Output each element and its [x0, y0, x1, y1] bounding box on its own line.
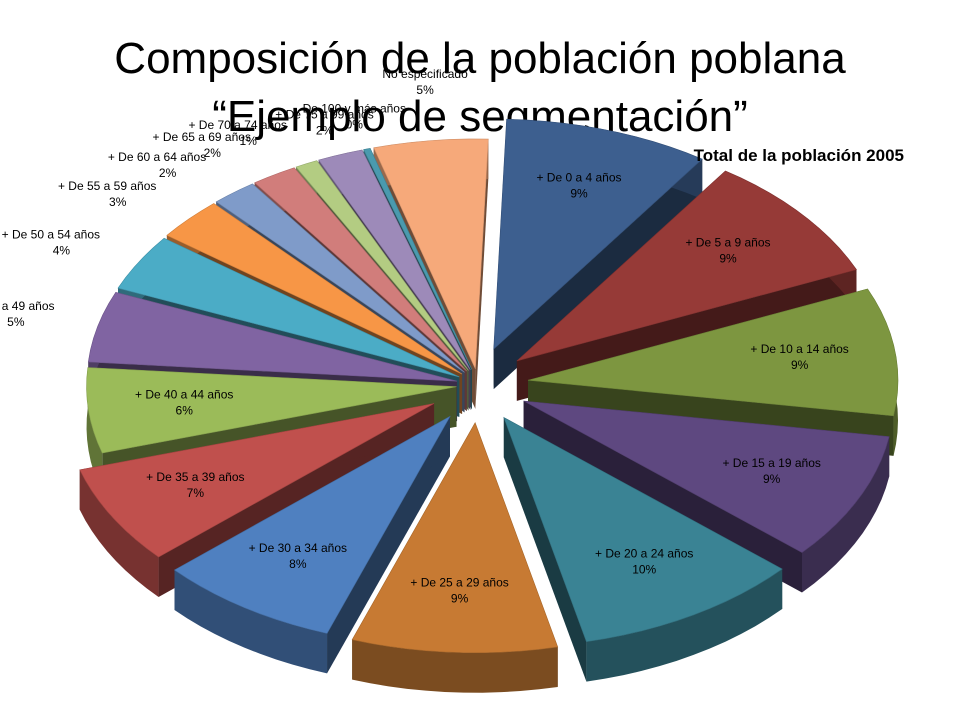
pie-slice-label: + De 65 a 69 años 2%	[153, 130, 251, 160]
pie-slice-label: + De 60 a 64 años 2%	[108, 150, 206, 180]
pie-slice-rim	[86, 367, 103, 493]
pie-slice-percent: 9%	[570, 186, 588, 200]
pie-slice-top	[527, 288, 899, 417]
pie-slice-label: + De 45 a 49 años 5%	[0, 299, 55, 329]
pie-slice-top	[373, 138, 489, 370]
pie-slice-top	[117, 237, 460, 378]
pie-slice-percent: 3%	[109, 195, 127, 209]
pie-slice-label: + De 10 a 14 años 9%	[750, 342, 848, 372]
pie-slice-percent: 9%	[763, 472, 781, 486]
pie-slice-top	[86, 367, 457, 454]
pie-slice-category: + De 15 a 19 años	[722, 456, 820, 470]
pie-slice-top	[516, 170, 857, 362]
pie-slice-top	[87, 291, 458, 382]
pie-slice-category: + De 55 a 59 años	[58, 179, 156, 193]
pie-slice-rim	[352, 639, 558, 693]
pie-slice-top	[295, 160, 469, 371]
slide-title: Composición de la población poblana “Eje…	[0, 30, 960, 146]
pie-slice-label: + De 30 a 34 años 8%	[249, 541, 347, 571]
pie-slice-category: + De 50 a 54 años	[2, 227, 100, 241]
pie-slice-percent: 2%	[159, 166, 177, 180]
pie-slice-category: + De 75 a 99 años	[275, 108, 373, 122]
pie-slice-label: + De 70 a 74 años 1%	[188, 118, 286, 148]
pie-slices	[79, 118, 899, 693]
pie-slice-top	[173, 415, 451, 634]
pie-slice-label: + De 25 a 29 años 9%	[410, 576, 508, 606]
pie-slice	[527, 288, 899, 456]
pie-slice	[351, 422, 559, 693]
pie-slice-percent: 9%	[791, 358, 809, 372]
pie-slice-category: + De 20 a 24 años	[595, 547, 693, 561]
pie-slice-top	[166, 203, 463, 375]
pie-slice-percent: 1%	[240, 134, 258, 148]
pie-slice-top	[503, 416, 783, 642]
pie-slice-label: No especificado 5%	[382, 67, 468, 97]
pie-slice-percent: 2%	[204, 146, 222, 160]
pie-slice-wall	[475, 139, 489, 409]
pie-slice-percent: 8%	[289, 557, 307, 571]
chart-title: Total de la población 2005	[693, 146, 904, 165]
pie-slice-percent: 7%	[187, 486, 205, 500]
pie-slice-top	[254, 167, 467, 372]
pie-slice-percent: 9%	[719, 252, 737, 266]
pie-slice-label: De 100 y más años 0%	[303, 101, 406, 131]
pie-slice-top	[363, 147, 473, 370]
pie-slice-percent: 6%	[176, 403, 194, 417]
pie-slice-label: + De 50 a 54 años 4%	[2, 227, 100, 257]
pie-slice-rim	[586, 568, 783, 682]
pie-slice-percent: 4%	[53, 243, 71, 257]
pie-slice-category: + De 65 a 69 años	[153, 130, 251, 144]
pie-slice-percent: 2%	[316, 124, 334, 138]
pie-slice-category: + De 10 a 14 años	[750, 342, 848, 356]
pie-slice-percent: 5%	[7, 315, 25, 329]
pie-slice-category: + De 25 a 29 años	[410, 576, 508, 590]
pie-slice-category: + De 70 a 74 años	[188, 118, 286, 132]
pie-slice-category: + De 40 a 44 años	[135, 387, 233, 401]
pie-slice	[503, 416, 783, 682]
pie-slice-percent: 10%	[632, 563, 656, 577]
pie-slice-category: + De 5 a 9 años	[685, 236, 770, 250]
pie-slice-top	[351, 422, 559, 653]
pie-slice-label: + De 0 a 4 años 9%	[536, 170, 621, 200]
pie-slice-label: + De 20 a 24 años 10%	[595, 547, 693, 577]
pie-slice-top	[318, 149, 471, 371]
pie-slice-top	[523, 400, 890, 553]
pie-slice-rim	[79, 469, 159, 598]
pie-slice-label: + De 5 a 9 años 9%	[685, 236, 770, 266]
pie-slice-label: + De 35 a 39 años 7%	[146, 470, 244, 500]
pie-slice-label: + De 40 a 44 años 6%	[135, 387, 233, 417]
slide-title-line-2: “Ejemplo de segmentación”	[212, 92, 748, 141]
pie-slice-label: + De 15 a 19 años 9%	[722, 456, 820, 486]
slide-title-line-1: Composición de la población poblana	[114, 34, 846, 83]
pie-slice-category: No especificado	[382, 67, 468, 81]
pie-slice-label: + De 75 a 99 años 2%	[275, 108, 373, 138]
pie-slice-wall	[503, 417, 587, 682]
pie-slice-category: + De 60 a 64 años	[108, 150, 206, 164]
pie-slice-label: + De 55 a 59 años 3%	[58, 179, 156, 209]
pie-slice-category: + De 30 a 34 años	[249, 541, 347, 555]
pie-slice-top	[493, 118, 703, 350]
pie-slice-category: De 100 y más años	[303, 101, 406, 115]
pie-slice-wall	[327, 416, 450, 674]
pie-slice-category: + De 0 a 4 años	[536, 170, 621, 184]
pie-slice-top	[79, 403, 435, 558]
pie-slice-percent: 9%	[451, 592, 469, 606]
pie-slice-percent: 0%	[346, 117, 364, 131]
pie-slice-top	[215, 183, 465, 373]
pie-slice-category: + De 35 a 39 años	[146, 470, 244, 484]
pie-slice-category: + De 45 a 49 años	[0, 299, 55, 313]
pie-slice-rim	[174, 569, 328, 674]
pie-slice	[493, 118, 703, 390]
pie-labels: + De 0 a 4 años 9%+ De 5 a 9 años 9%+ De 1…	[0, 67, 849, 605]
pie-slice-percent: 5%	[416, 83, 434, 97]
pie-slice	[173, 415, 451, 674]
pie-slice-wall	[493, 159, 703, 390]
